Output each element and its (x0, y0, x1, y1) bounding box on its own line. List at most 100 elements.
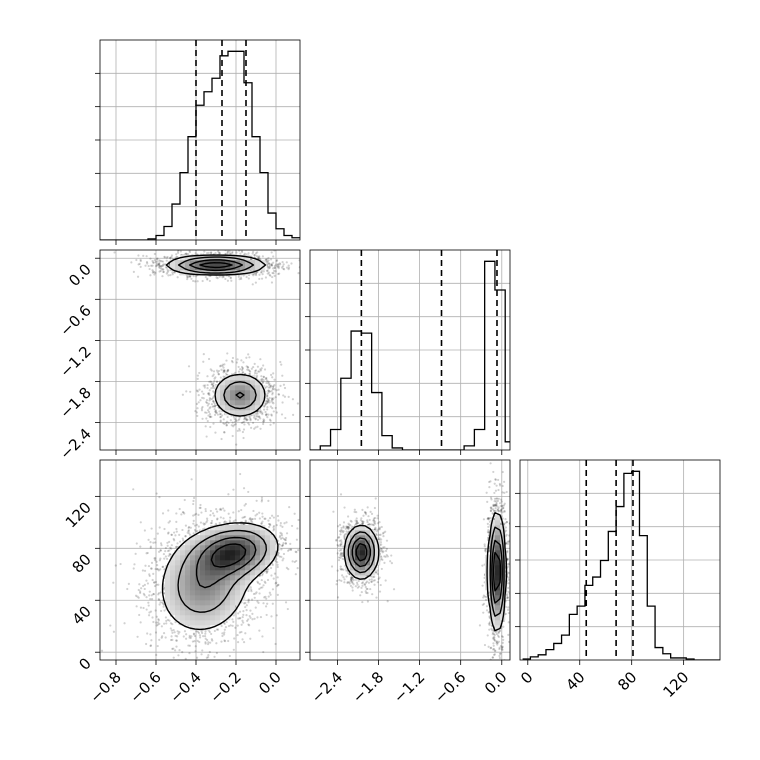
sample-point (136, 595, 139, 598)
sample-point (160, 264, 163, 268)
sample-point (152, 620, 155, 624)
sample-point (209, 380, 212, 383)
sample-point (268, 418, 272, 421)
sample-point (218, 413, 222, 416)
sample-point (247, 589, 250, 593)
sample-point (109, 624, 112, 627)
sample-point (204, 276, 207, 279)
density-cell (245, 410, 251, 416)
sample-point (145, 608, 148, 611)
sample-point (216, 277, 219, 280)
density-cell (205, 265, 211, 271)
sample-point (151, 271, 155, 274)
sample-point (218, 521, 221, 525)
sample-point (209, 251, 213, 254)
sample-point (187, 365, 191, 368)
sample-point (175, 253, 178, 256)
sample-point (261, 413, 264, 416)
sample-point (223, 369, 226, 372)
sample-point (280, 532, 283, 535)
sample-point (263, 580, 266, 583)
sample-point (262, 650, 265, 654)
sample-point (285, 532, 289, 535)
sample-point (220, 624, 223, 628)
sample-point (260, 522, 263, 525)
sample-point (157, 569, 160, 572)
sample-point (267, 382, 270, 385)
sample-point (146, 632, 149, 635)
sample-point (279, 537, 283, 540)
sample-point (241, 430, 244, 434)
sample-point (214, 376, 217, 379)
sample-point (206, 419, 209, 423)
sample-point (157, 592, 161, 595)
sample-point (265, 378, 268, 381)
sample-point (266, 408, 269, 411)
sample-point (240, 365, 244, 369)
sample-point (305, 260, 307, 262)
sample-point (212, 385, 215, 388)
sample-point (198, 640, 201, 644)
sample-point (235, 443, 238, 446)
sample-point (197, 631, 201, 635)
sample-point (261, 586, 264, 589)
sample-point (220, 368, 223, 371)
sample-point (212, 405, 215, 408)
sample-point (245, 275, 248, 279)
density-cell (215, 395, 221, 401)
sample-point (214, 522, 218, 525)
sample-point (249, 417, 252, 420)
sample-point (273, 266, 276, 270)
sample-point (208, 650, 211, 654)
sample-point (259, 271, 263, 274)
sample-point (279, 524, 282, 527)
sample-point (150, 264, 153, 267)
sample-point (231, 434, 234, 438)
sample-point (258, 415, 261, 418)
sample-point (172, 271, 176, 274)
density-cell (230, 410, 236, 416)
sample-point (100, 649, 104, 652)
sample-point (269, 274, 272, 277)
sample-point (149, 274, 152, 277)
sample-point (262, 602, 265, 605)
sample-point (195, 411, 198, 414)
sample-point (272, 372, 275, 375)
sample-point (218, 275, 221, 278)
sample-point (190, 277, 193, 280)
sample-point (271, 398, 274, 401)
sample-point (194, 530, 197, 533)
sample-point (139, 521, 142, 524)
sample-point (264, 595, 267, 598)
sample-point (246, 368, 249, 371)
sample-point (148, 590, 151, 593)
sample-point (185, 633, 188, 636)
sample-point (265, 402, 268, 405)
sample-point (279, 531, 282, 534)
sample-point (224, 626, 228, 629)
sample-point (265, 613, 268, 617)
sample-point (158, 263, 161, 266)
sample-point (127, 582, 130, 585)
sample-point (213, 655, 216, 658)
sample-point (271, 602, 274, 605)
sample-point (247, 618, 250, 621)
sample-point (210, 383, 214, 386)
sample-point (267, 271, 271, 274)
sample-point (267, 389, 270, 392)
sample-point (205, 435, 208, 438)
sample-point (166, 271, 169, 274)
sample-point (212, 384, 215, 388)
sample-point (279, 263, 282, 266)
sample-point (276, 565, 279, 569)
sample-point (261, 512, 264, 515)
sample-point (168, 549, 171, 552)
sample-point (297, 549, 300, 552)
sample-point (224, 252, 227, 255)
sample-point (250, 588, 253, 591)
sample-point (151, 259, 154, 263)
sample-point (234, 418, 237, 421)
sample-point (253, 254, 256, 257)
sample-point (113, 251, 116, 254)
sample-point (248, 518, 251, 521)
